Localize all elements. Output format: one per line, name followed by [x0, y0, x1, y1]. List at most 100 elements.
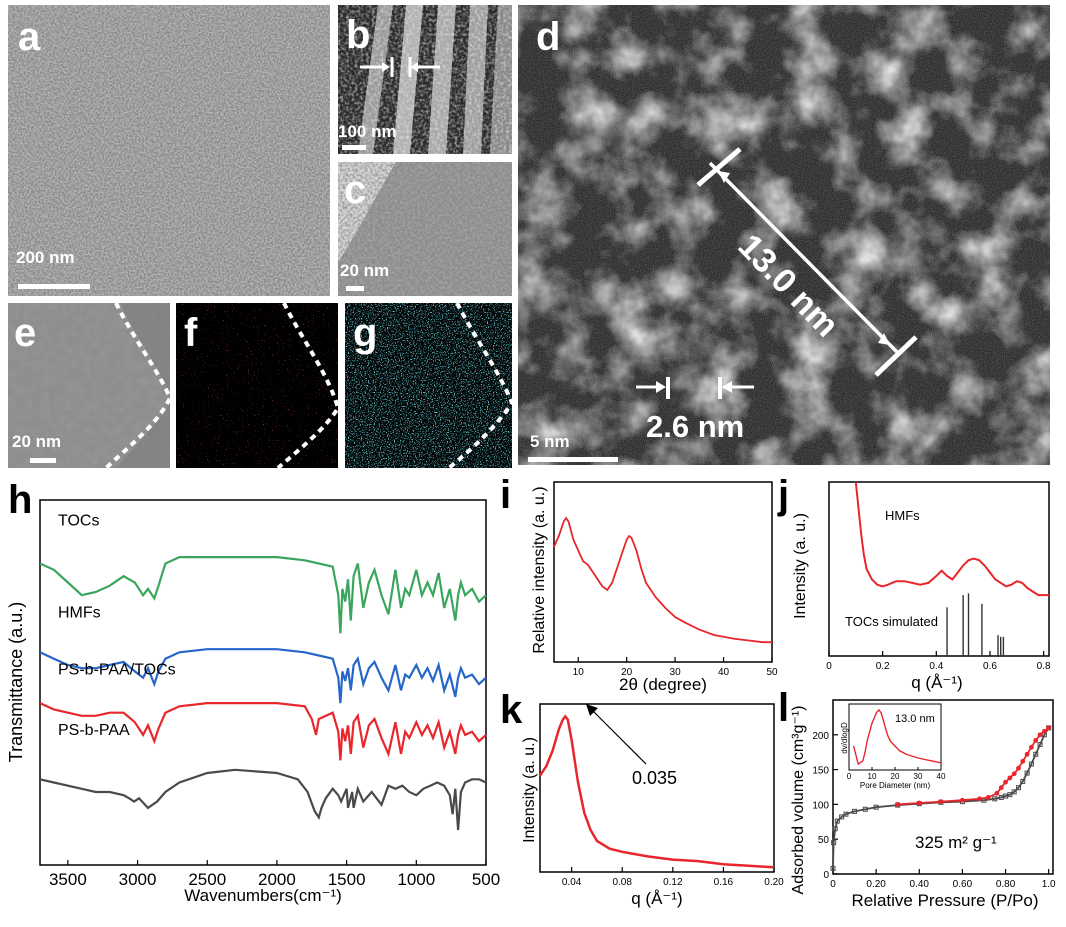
h-series-1	[39, 648, 487, 704]
l-desorption-point	[994, 790, 1000, 796]
panel-f-label: f	[184, 311, 198, 355]
panel-f-image: f	[176, 303, 338, 468]
h-xtick-label: 1500	[328, 870, 366, 889]
panel-d-scale-bar	[528, 457, 618, 462]
l-adsorption-point	[843, 811, 849, 817]
l-adsorption-point	[992, 796, 998, 802]
l-adsorption-point	[1011, 789, 1017, 795]
panel-b-label: b	[346, 13, 371, 57]
l-adsorption-point	[1007, 792, 1013, 798]
panel-g-label: g	[353, 311, 378, 355]
panel-b-scale-bar	[342, 145, 366, 150]
k-xtick-label: 0.12	[663, 877, 683, 888]
panel-e-texture	[8, 303, 170, 468]
l-desorption-point	[960, 797, 965, 803]
k-ylabel: Intensity (a. u.)	[521, 737, 538, 843]
l-inset-xtick-label: 40	[937, 772, 946, 781]
l-desorption-point	[985, 795, 991, 800]
panel-h-label: h	[8, 478, 33, 522]
l-desorption-point	[1046, 725, 1052, 731]
h-xtick-label: 500	[472, 870, 500, 889]
h-xlabel: Wavenumbers(cm⁻¹)	[184, 886, 342, 905]
i-xtick-label: 50	[766, 667, 778, 678]
l-ytick-label: 0	[823, 870, 829, 881]
chart-j: 0 0.2 0.4 0.6 0.8 q (Å⁻¹) Intensity (a. u.) HMF…	[792, 481, 1051, 692]
i-frame	[553, 481, 773, 663]
l-adsorption-point	[1028, 761, 1034, 767]
l-desorption-point	[1041, 728, 1047, 734]
l-xtick-label: 0.80	[996, 879, 1016, 890]
l-desorption-point	[1020, 758, 1026, 764]
panel-e-label: e	[14, 311, 37, 355]
l-annotation: 325 m² g⁻¹	[915, 833, 997, 852]
k-annotation-arrow	[591, 709, 647, 765]
l-desorption-point	[1037, 732, 1043, 738]
panel-d-scale-label: 5 nm	[530, 432, 570, 451]
j-xtick-label: 0	[826, 661, 832, 672]
j-ylabel: Intensity (a. u.)	[792, 513, 809, 619]
panel-a-scale-bar	[18, 284, 90, 289]
l-adsorption-point	[832, 826, 838, 832]
l-frame	[832, 699, 1054, 875]
chart-l: 0 0.20 0.40 0.60 0.80 1.0050100150200Relative…	[790, 699, 1056, 910]
h-xtick-label: 2500	[188, 870, 226, 889]
panel-a-image: a 200 nm	[8, 5, 330, 296]
l-ylabel: Adsorbed volume (cm³g⁻¹)	[790, 706, 807, 895]
panel-e-image: e 20 nm	[8, 303, 170, 468]
i-xtick-label: 30	[670, 667, 682, 678]
l-inset-xtick-label: 0	[847, 772, 852, 781]
l-desorption-point	[1007, 775, 1013, 781]
panel-g-image: g	[345, 303, 512, 468]
l-xtick-label: 0.20	[866, 879, 886, 890]
i-xlabel: 2θ (degree)	[619, 675, 707, 694]
h-frame	[39, 499, 487, 866]
l-adsorption-point	[1024, 770, 1030, 776]
h-ylabel: Transmittance (a.u.)	[6, 602, 26, 762]
chart-k: 0.04 0.08 0.12 0.16 0.20 q (Å⁻¹) Intensity (a.…	[521, 703, 784, 908]
panel-b-scale-label: 100 nm	[338, 122, 397, 141]
l-xtick-label: 1.0	[1042, 879, 1056, 890]
l-adsorption-point	[830, 865, 836, 871]
panel-e-scale-bar	[30, 458, 56, 463]
l-desorption-point	[1016, 765, 1021, 771]
panel-c-scale-bar	[346, 286, 364, 291]
l-adsorption-point	[1037, 742, 1043, 748]
l-inset-ylabel: dv/dlogD	[840, 722, 849, 754]
h-series-3	[39, 768, 487, 831]
chart-i: 10 20 30 40 50 2θ (degree) Relative intensity …	[531, 481, 778, 694]
h-xtick-label: 3000	[119, 870, 157, 889]
l-desorption-point	[1003, 779, 1008, 785]
i-xtick-label: 10	[573, 667, 585, 678]
l-inset-xtick-label: 20	[891, 772, 900, 781]
chart-h: 3500 3000 2500 2000 1500 1000 500 Wavenumbers(c…	[6, 499, 500, 905]
h-series-0	[39, 556, 487, 634]
l-series-adsorption	[832, 727, 1050, 869]
l-inset-series	[852, 708, 942, 766]
l-xtick-label: 0.40	[910, 879, 930, 890]
panel-b-texture	[338, 5, 512, 154]
l-desorption-point	[1029, 744, 1034, 750]
l-ytick-label: 100	[812, 800, 829, 811]
panel-d-texture	[518, 5, 1050, 465]
h-xtick-label: 1000	[397, 870, 435, 889]
k-series-0	[538, 714, 775, 869]
panel-d-label: d	[536, 15, 561, 59]
j-xtick-label: 0.4	[929, 661, 943, 672]
k-xtick-label: 0.16	[714, 877, 734, 888]
panel-a-label: a	[18, 15, 41, 59]
l-xtick-label: 0	[830, 879, 836, 890]
panel-e-scale-label: 20 nm	[12, 432, 62, 451]
h-xtick-label: 2000	[258, 870, 296, 889]
h-series-label-3: PS-b-PAA	[58, 722, 130, 739]
panel-f-texture	[176, 303, 338, 468]
k-xtick-label: 0.08	[612, 877, 632, 888]
l-adsorption-point	[839, 814, 845, 820]
l-ytick-label: 150	[812, 766, 829, 777]
j-frame	[828, 481, 1050, 657]
k-xlabel: q (Å⁻¹)	[631, 889, 682, 908]
l-desorption-point	[895, 802, 901, 807]
j-xlabel: q (Å⁻¹)	[911, 673, 962, 692]
j-series-label-1: TOCs simulated	[845, 614, 938, 629]
h-xtick-label: 3500	[49, 870, 87, 889]
j-xtick-label: 0.2	[876, 661, 890, 672]
